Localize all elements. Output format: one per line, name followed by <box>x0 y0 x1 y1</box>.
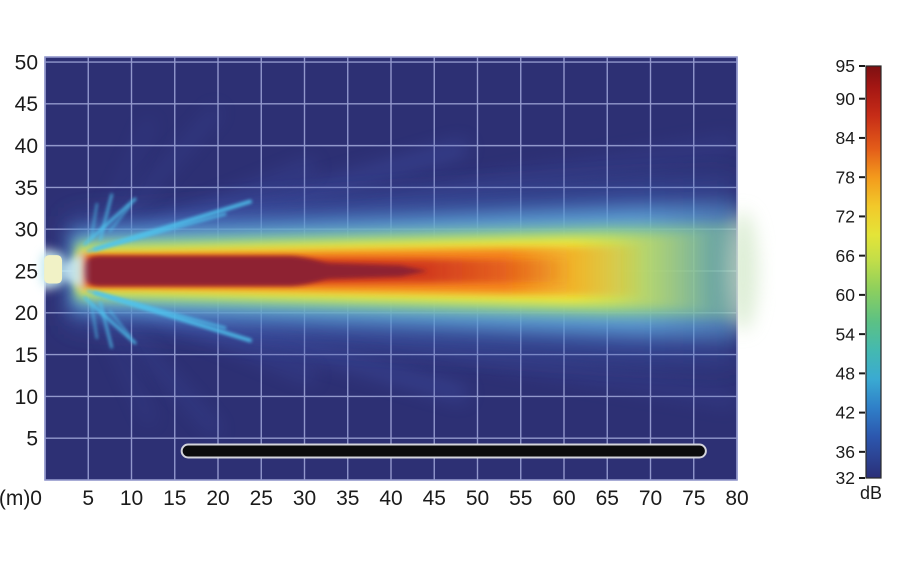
colorbar-tick-label: 66 <box>836 246 855 266</box>
y-tick-label: 40 <box>15 135 38 158</box>
x-tick-label: 45 <box>423 487 446 510</box>
y-tick-label: 35 <box>15 177 38 200</box>
side-lobe-streak <box>83 197 137 246</box>
x-tick-label: 5 <box>82 487 94 510</box>
colorbar-gradient <box>865 65 882 479</box>
y-tick-label: 25 <box>15 260 38 283</box>
colorbar-tick-label: 36 <box>836 442 855 462</box>
x-tick-label: 65 <box>596 487 619 510</box>
side-lobe-streak <box>98 301 114 349</box>
colorbar-tick-label: 90 <box>836 89 856 109</box>
y-tick-label: 50 <box>15 51 38 74</box>
side-lobe-streak <box>108 309 132 338</box>
x-tick-label: 40 <box>379 487 402 510</box>
x-tick-label: 30 <box>293 487 316 510</box>
beam-overflow-glow <box>728 211 758 332</box>
side-lobe-streak <box>86 289 227 330</box>
y-tick-label: 10 <box>15 386 38 409</box>
x-tick-label: 75 <box>682 487 705 510</box>
loudspeaker-source <box>34 249 93 292</box>
y-tick-label: 30 <box>15 219 38 242</box>
side-lobe-streak <box>86 212 227 253</box>
colorbar-tick-label: 48 <box>836 363 855 383</box>
x-tick-label: 50 <box>466 487 489 510</box>
x-tick-label: 70 <box>639 487 662 510</box>
x-tick-label: 15 <box>163 487 186 510</box>
side-lobe-streak <box>90 202 99 238</box>
colorbar-tick-label: 95 <box>836 56 855 76</box>
colorbar <box>859 65 882 479</box>
side-lobe-streak <box>90 304 99 340</box>
audience-barrier-bar <box>180 443 707 459</box>
x-tick-label: 20 <box>206 487 229 510</box>
x-tick-label: 55 <box>509 487 532 510</box>
colorbar-tick-label: 84 <box>836 128 856 148</box>
colorbar-tick-label: 78 <box>836 167 855 187</box>
y-tick-label: 5 <box>26 428 38 451</box>
x-tick-label: 10 <box>120 487 143 510</box>
colorbar-tick-label: 60 <box>836 285 856 305</box>
source-body <box>44 255 63 284</box>
db-unit-label: dB <box>860 483 882 503</box>
side-lobe-streak <box>83 296 137 345</box>
side-lobe-streak <box>108 204 132 233</box>
axis-unit-label: (m)0 <box>0 487 42 510</box>
side-lobe-streak <box>98 193 114 241</box>
colorbar-tick-label: 54 <box>836 324 856 344</box>
x-tick-label: 35 <box>336 487 359 510</box>
y-tick-label: 20 <box>15 302 38 325</box>
colorbar-tick-label: 72 <box>836 207 855 227</box>
x-tick-label: 60 <box>552 487 575 510</box>
x-tick-label: 25 <box>250 487 273 510</box>
x-tick-label: 80 <box>725 487 748 510</box>
y-tick-label: 15 <box>15 344 38 367</box>
spl-beam <box>66 107 737 435</box>
y-tick-label: 45 <box>15 93 38 116</box>
colorbar-tick-label: 32 <box>836 468 855 488</box>
colorbar-tick-label: 42 <box>836 403 855 423</box>
